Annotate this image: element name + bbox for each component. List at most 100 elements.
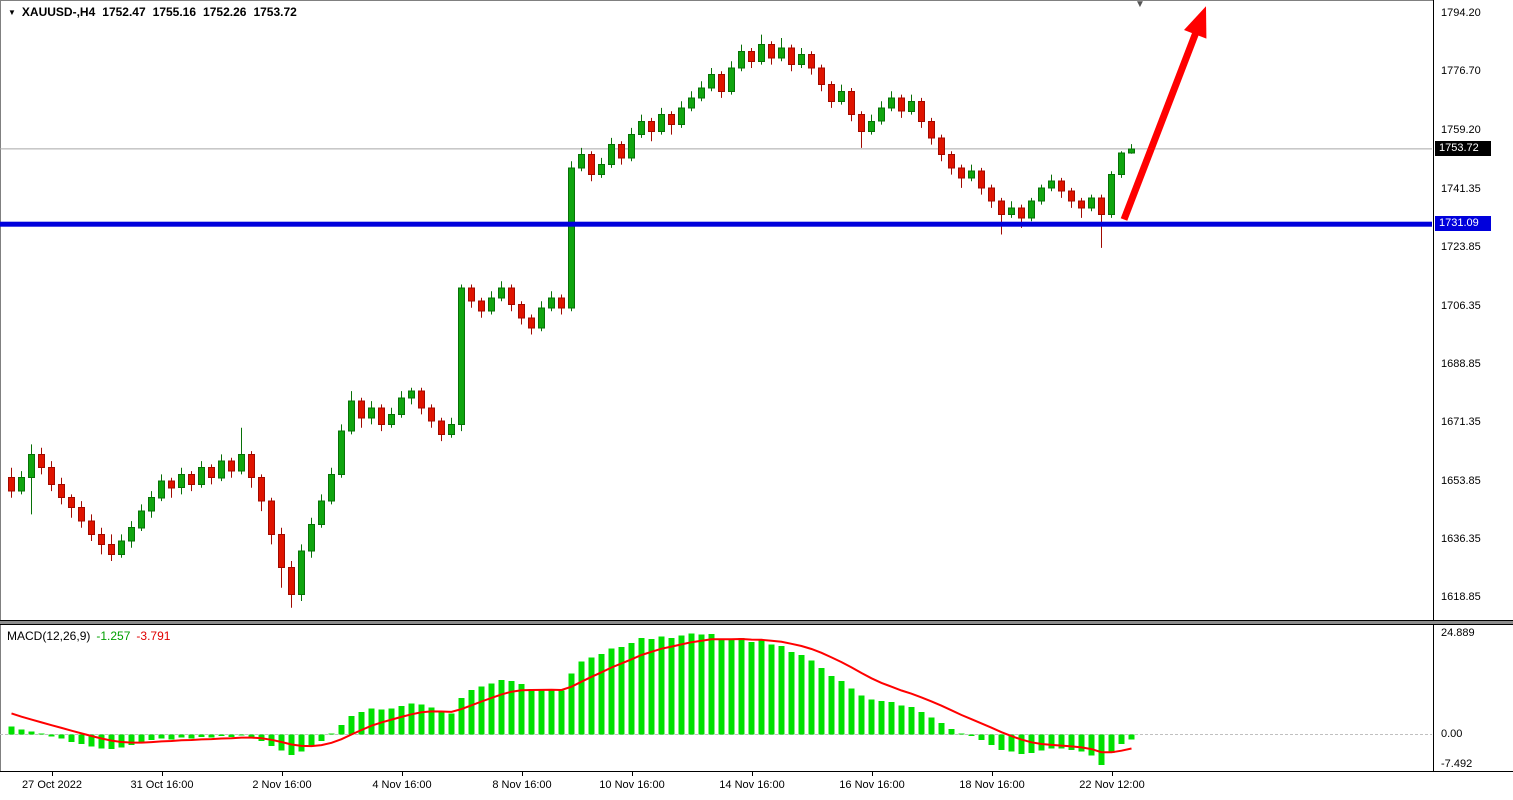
- candle-body: [338, 430, 345, 475]
- macd-histogram-bar: [698, 634, 705, 735]
- macd-histogram-bar: [148, 734, 155, 741]
- macd-histogram-bar: [818, 668, 825, 735]
- time-axis-label: 22 Nov 12:00: [1079, 779, 1145, 791]
- macd-histogram-bar: [848, 688, 855, 735]
- macd-chart[interactable]: [0, 625, 1432, 771]
- candle-body: [1098, 197, 1105, 216]
- macd-histogram-bar: [178, 734, 185, 738]
- panel-divider[interactable]: [0, 620, 1513, 625]
- macd-histogram-bar: [468, 689, 475, 735]
- candle-body: [608, 144, 615, 166]
- candle-body: [1008, 207, 1015, 216]
- time-axis-tick: [872, 772, 873, 776]
- candle-body: [1018, 207, 1025, 219]
- candle-body: [848, 90, 855, 116]
- macd-histogram-bar: [838, 681, 845, 735]
- candle-body: [398, 397, 405, 415]
- macd-histogram-bar: [858, 695, 865, 735]
- candle-body: [798, 54, 805, 66]
- time-axis-label: 4 Nov 16:00: [372, 779, 432, 791]
- candlestick-chart[interactable]: [0, 0, 1432, 620]
- candle-body: [508, 287, 515, 305]
- candle-body: [248, 453, 255, 479]
- candle-body: [58, 483, 65, 499]
- time-axis-label: 18 Nov 16:00: [959, 779, 1025, 791]
- candle-body: [978, 170, 985, 189]
- horizontal-line-object[interactable]: [0, 221, 1432, 227]
- macd-histogram-bar: [318, 734, 325, 741]
- macd-histogram-bar: [248, 734, 255, 738]
- macd-histogram-bar: [158, 734, 165, 739]
- candle-body: [1068, 190, 1075, 202]
- candle-body: [78, 507, 85, 522]
- macd-histogram-bar: [8, 726, 15, 735]
- candle-body: [818, 67, 825, 86]
- macd-histogram-bar: [1098, 734, 1105, 765]
- candle-body: [618, 144, 625, 159]
- time-axis-label: 14 Nov 16:00: [719, 779, 785, 791]
- macd-histogram-bar: [1048, 734, 1055, 749]
- macd-histogram-bar: [78, 734, 85, 745]
- candle-body: [408, 390, 415, 399]
- chart-shift-marker-icon[interactable]: ▼: [1135, 0, 1145, 10]
- candle-body: [918, 100, 925, 122]
- candle-body: [128, 527, 135, 542]
- macd-histogram-bar: [638, 638, 645, 735]
- symbol-dropdown-icon[interactable]: ▼: [8, 7, 16, 17]
- price-axis-label: 1741.35: [1441, 183, 1481, 195]
- time-axis-tick: [162, 772, 163, 776]
- macd-value-signal: -3.791: [136, 629, 171, 643]
- time-axis[interactable]: 27 Oct 2022 31 Oct 16:00 2 Nov 16:00 4 Nov …: [0, 771, 1513, 800]
- macd-histogram-bar: [958, 733, 965, 735]
- candle-body: [538, 307, 545, 329]
- price-axis-label: 1636.35: [1441, 533, 1481, 545]
- time-axis-tick: [522, 772, 523, 776]
- time-axis-label: 10 Nov 16:00: [599, 779, 665, 791]
- macd-axis[interactable]: 24.889 0.00 -7.492: [1433, 625, 1513, 771]
- macd-histogram-bar: [478, 686, 485, 735]
- candle-body: [588, 154, 595, 176]
- macd-histogram-bar: [568, 673, 575, 735]
- candle-body: [1108, 174, 1115, 216]
- price-chart[interactable]: ▼ XAUUSD-,H4 1752.47 1755.16 1752.26 175…: [0, 0, 1432, 620]
- trend-arrow-object[interactable]: [1120, 6, 1207, 221]
- candle-body: [388, 413, 395, 425]
- candle-body: [568, 167, 575, 309]
- macd-histogram-bar: [1068, 734, 1075, 750]
- macd-histogram-bar: [308, 734, 315, 747]
- price-axis[interactable]: 1753.72 1731.09 1794.20 1776.70 1759.20 174…: [1433, 0, 1513, 620]
- macd-histogram-bar: [358, 711, 365, 735]
- ohlc-high: 1755.16: [152, 5, 197, 19]
- candle-body: [498, 287, 505, 299]
- macd-histogram-bar: [988, 734, 995, 745]
- candle-body: [488, 297, 495, 312]
- candle-body: [268, 500, 275, 535]
- macd-histogram-bar: [748, 642, 755, 735]
- macd-histogram-bar: [728, 639, 735, 735]
- macd-histogram-bar: [928, 717, 935, 735]
- macd-histogram-bar: [688, 633, 695, 735]
- macd-histogram-bar: [708, 633, 715, 735]
- ohlc-close: 1753.72: [253, 5, 297, 19]
- time-axis-tick: [402, 772, 403, 776]
- candle-body: [888, 97, 895, 109]
- macd-histogram-bar: [908, 706, 915, 735]
- macd-histogram-bar: [828, 676, 835, 735]
- candle-body: [578, 154, 585, 169]
- candle-body: [318, 500, 325, 525]
- macd-histogram-bar: [508, 681, 515, 735]
- macd-histogram-bar: [778, 646, 785, 735]
- macd-signal-line: [11, 637, 1132, 754]
- symbol-period-label: XAUUSD-,H4: [21, 5, 96, 19]
- macd-histogram-bar: [998, 734, 1005, 750]
- macd-panel[interactable]: MACD(12,26,9) -1.257 -3.791: [0, 625, 1432, 771]
- macd-axis-label: 0.00: [1441, 728, 1463, 740]
- ohlc-low: 1752.26: [203, 5, 247, 19]
- macd-histogram-bar: [448, 713, 455, 735]
- candle-body: [348, 400, 355, 432]
- macd-histogram-bar: [18, 729, 25, 735]
- macd-histogram-bar: [518, 684, 525, 735]
- macd-histogram-bar: [338, 724, 345, 735]
- macd-histogram-bar: [228, 734, 235, 737]
- time-axis-tick: [992, 772, 993, 776]
